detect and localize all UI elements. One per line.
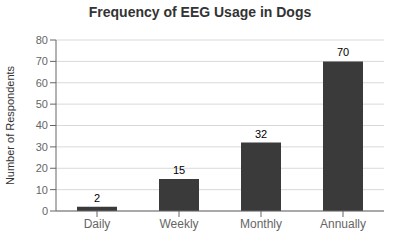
svg-text:10: 10 <box>36 184 48 196</box>
svg-text:0: 0 <box>42 205 48 217</box>
svg-text:20: 20 <box>36 162 48 174</box>
svg-text:50: 50 <box>36 98 48 110</box>
svg-text:Number of Respondents: Number of Respondents <box>8 65 16 185</box>
svg-text:Monthly: Monthly <box>240 217 282 231</box>
svg-text:60: 60 <box>36 77 48 89</box>
html-text:Frequency of EEG Usage in Dogs: Frequency of EEG Usage in Dogs <box>88 4 312 20</box>
svg-text:70: 70 <box>36 55 48 67</box>
svg-text:70: 70 <box>337 46 349 58</box>
svg-text:15: 15 <box>173 164 185 176</box>
svg-text:Annually: Annually <box>320 217 366 231</box>
svg-text:2: 2 <box>94 192 100 204</box>
svg-text:32: 32 <box>255 128 267 140</box>
svg-text:40: 40 <box>36 119 48 131</box>
svg-text:Daily: Daily <box>84 217 111 231</box>
svg-text:80: 80 <box>36 34 48 46</box>
svg-text:Weekly: Weekly <box>159 217 198 231</box>
svg-text:30: 30 <box>36 141 48 153</box>
